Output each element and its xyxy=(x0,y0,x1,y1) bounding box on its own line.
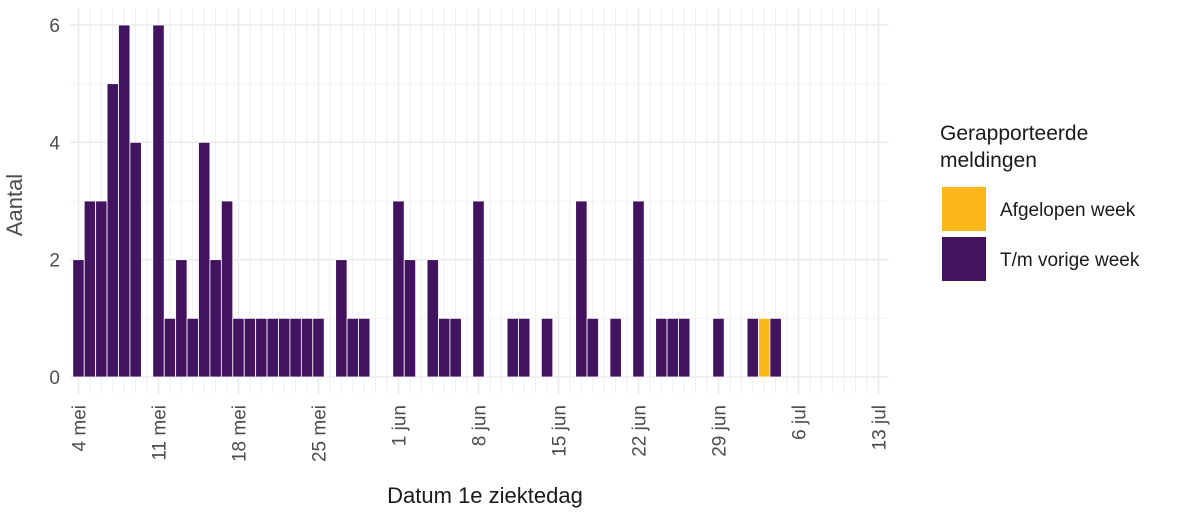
y-tick-label: 2 xyxy=(49,251,60,272)
bar xyxy=(95,200,108,378)
bar xyxy=(278,317,291,378)
bar xyxy=(346,317,359,378)
bar xyxy=(358,317,371,378)
bar xyxy=(118,24,131,378)
bar xyxy=(232,317,245,378)
bar xyxy=(220,200,234,378)
bar xyxy=(426,259,439,378)
bar xyxy=(769,317,782,378)
bar xyxy=(83,200,97,378)
legend-label: Afgelopen week xyxy=(1000,200,1136,221)
bar xyxy=(403,259,417,378)
bar xyxy=(449,317,462,378)
bar xyxy=(666,317,679,378)
bar xyxy=(712,317,725,378)
bar xyxy=(209,259,222,378)
x-tick-label: 4 mei xyxy=(70,405,91,451)
x-tick-label: 18 mei xyxy=(230,405,251,462)
bar xyxy=(655,317,668,378)
bar xyxy=(518,317,531,378)
y-tick-label: 4 xyxy=(49,133,60,154)
bar xyxy=(163,317,177,378)
bar xyxy=(266,317,279,378)
bar xyxy=(586,317,599,378)
bar xyxy=(186,317,199,378)
bar xyxy=(255,317,268,378)
x-tick-label: 11 mei xyxy=(150,405,171,461)
x-tick-label: 25 mei xyxy=(310,405,331,462)
bar xyxy=(300,317,314,378)
bar xyxy=(312,317,325,378)
x-tick-label: 22 jun xyxy=(630,405,651,457)
y-tick-label: 0 xyxy=(49,368,60,389)
y-tick-label: 6 xyxy=(49,16,60,37)
bar xyxy=(678,317,691,378)
bar xyxy=(438,317,451,378)
bar xyxy=(575,200,588,378)
bar xyxy=(392,200,405,378)
x-tick-label: 29 jun xyxy=(710,405,731,457)
bar xyxy=(72,259,85,378)
legend-title: Gerapporteerde meldingen xyxy=(940,122,1089,172)
bar xyxy=(335,259,348,378)
x-tick-label: 13 jul xyxy=(870,405,891,450)
bar xyxy=(289,317,302,378)
legend-swatch xyxy=(942,237,986,281)
x-axis-title: Datum 1e ziektedag xyxy=(387,483,583,508)
bar xyxy=(198,141,211,378)
bar xyxy=(540,317,554,378)
bar xyxy=(758,317,771,378)
bar xyxy=(746,317,759,378)
x-tick-label: 6 jul xyxy=(790,405,811,440)
bar xyxy=(175,259,188,378)
legend-swatch xyxy=(942,187,986,231)
bar xyxy=(152,24,165,378)
x-tick-label: 15 jun xyxy=(550,405,571,457)
bar xyxy=(129,141,142,378)
bar xyxy=(243,317,257,378)
x-tick-label: 8 jun xyxy=(470,405,491,446)
bar xyxy=(609,317,622,378)
bar xyxy=(472,200,485,378)
bar xyxy=(106,83,119,378)
bar xyxy=(506,317,519,378)
legend-label: T/m vorige week xyxy=(1000,250,1140,271)
bar xyxy=(632,200,645,378)
x-tick-label: 1 jun xyxy=(390,405,411,446)
y-axis-title: Aantal xyxy=(2,174,27,236)
